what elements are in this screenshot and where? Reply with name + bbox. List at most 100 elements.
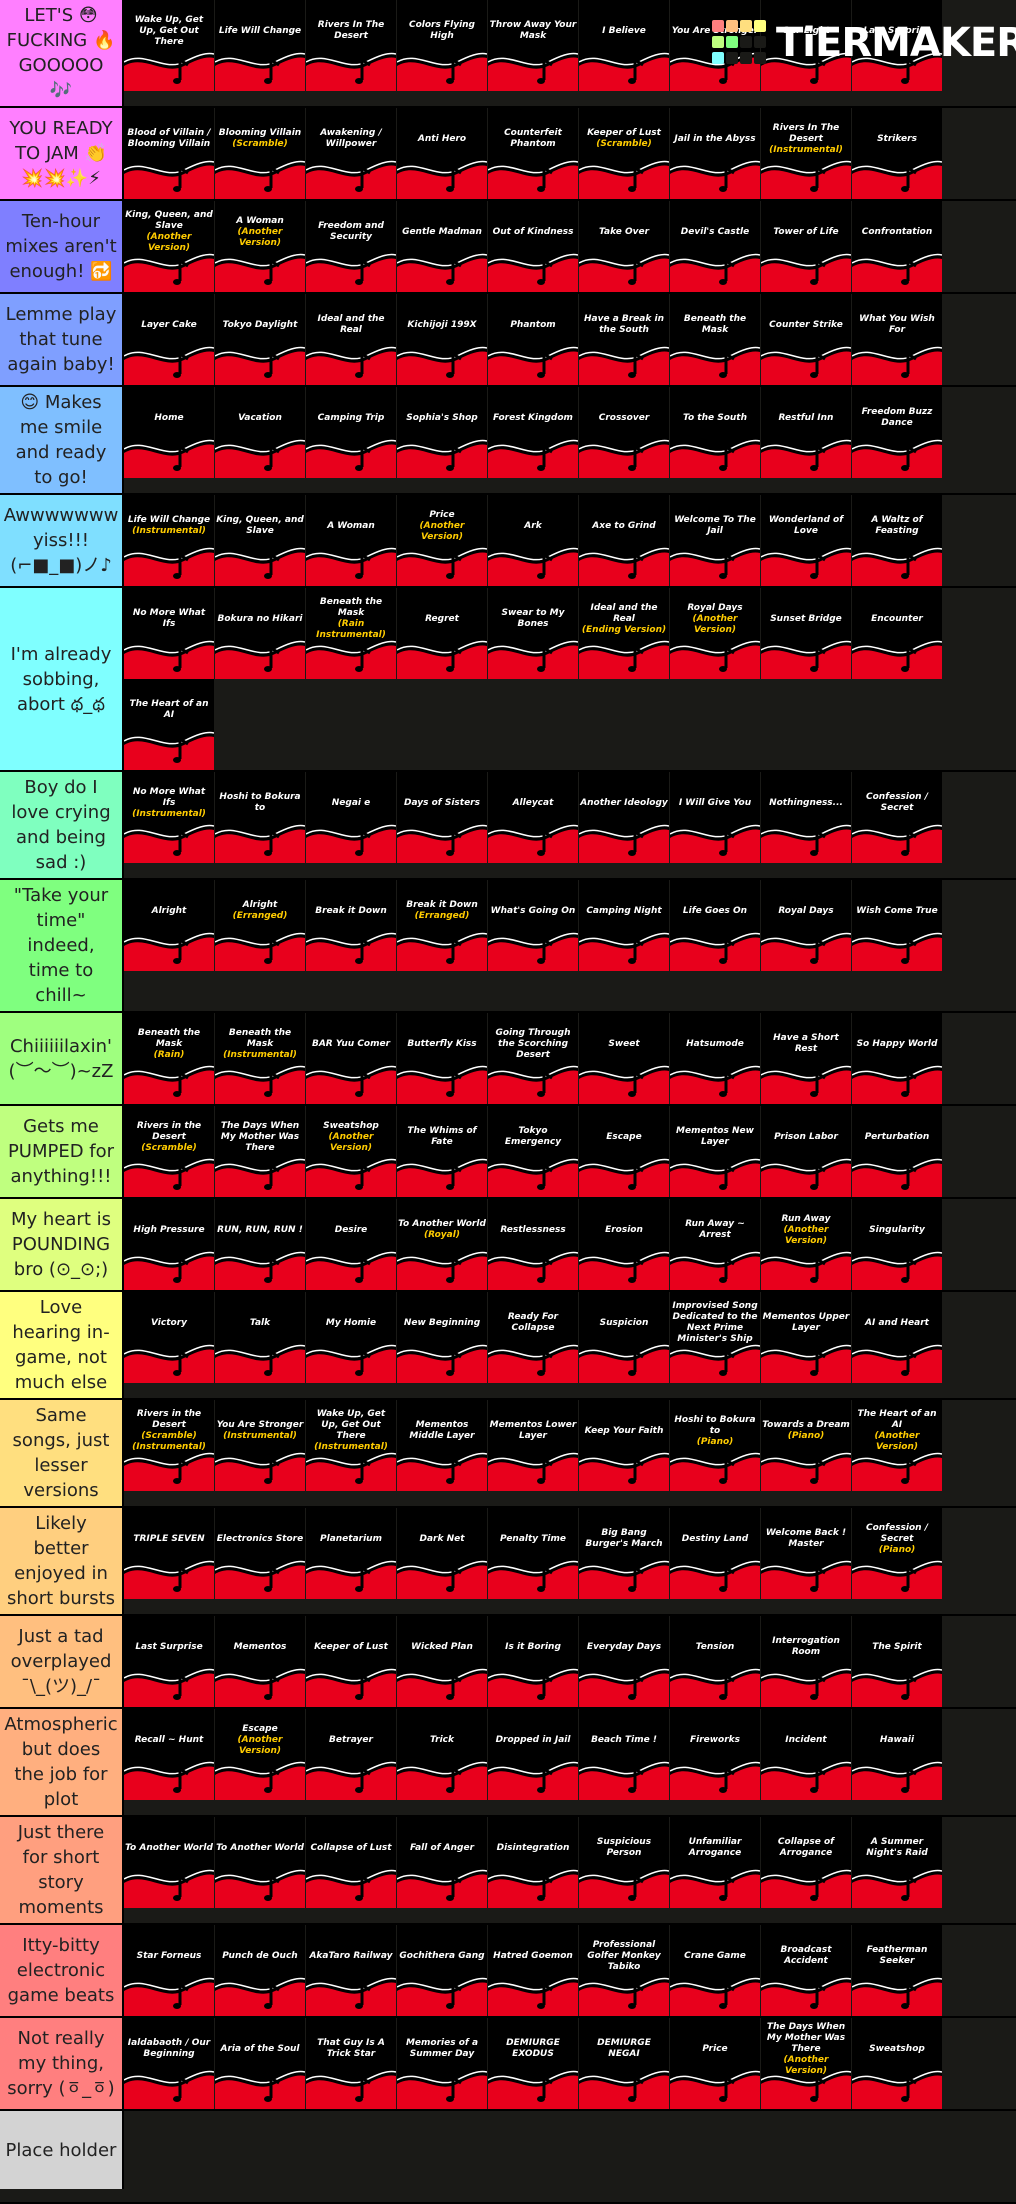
tier-item[interactable]: Rivers in the Desert (Scramble) (Instrumen… <box>124 1400 214 1491</box>
tier-item[interactable]: Encounter <box>852 588 942 679</box>
tier-item[interactable]: Sweatshop <box>852 2018 942 2109</box>
tier-item[interactable]: Another Ideology <box>579 772 669 863</box>
tier-item[interactable]: A Summer Night's Raid <box>852 1817 942 1908</box>
tier-item[interactable]: Beneath the Mask <box>670 294 760 385</box>
tier-item[interactable]: Hatred Goemon <box>488 1925 578 2016</box>
tier-item[interactable]: Prison Labor <box>761 1106 851 1197</box>
tier-item[interactable]: Freedom Buzz Dance <box>852 387 942 478</box>
tier-item[interactable]: Bokura no Hikari <box>215 588 305 679</box>
tier-item[interactable]: Run Away (Another Version) <box>761 1199 851 1290</box>
tier-item[interactable]: Butterfly Kiss <box>397 1013 487 1104</box>
tier-item[interactable]: Negai e <box>306 772 396 863</box>
tier-item[interactable]: Blood of Villain / Blooming Villain <box>124 108 214 199</box>
tier-item[interactable]: Interrogation Room <box>761 1616 851 1707</box>
tier-item[interactable]: Last Surprise <box>852 0 942 91</box>
tier-item[interactable]: Tokyo Emergency <box>488 1106 578 1197</box>
tier-item[interactable]: Disintegration <box>488 1817 578 1908</box>
tier-item[interactable]: Talk <box>215 1292 305 1383</box>
tier-item[interactable]: Kichijoji 199X <box>397 294 487 385</box>
tier-item[interactable]: High Pressure <box>124 1199 214 1290</box>
tier-item[interactable]: Swear to My Bones <box>488 588 578 679</box>
tier-item[interactable]: Is it Boring <box>488 1616 578 1707</box>
tier-item[interactable]: Camping Night <box>579 880 669 971</box>
tier-item[interactable]: Gochithera Gang <box>397 1925 487 2016</box>
tier-item[interactable]: Mementos <box>215 1616 305 1707</box>
tier-item[interactable]: A Woman <box>306 495 396 586</box>
tier-item[interactable]: Hoshi to Bokura to (Piano) <box>670 1400 760 1491</box>
tier-item[interactable]: Nothingness... <box>761 772 851 863</box>
tier-item[interactable]: Break it Down (Erranged) <box>397 880 487 971</box>
tier-item[interactable]: Mementos Lower Layer <box>488 1400 578 1491</box>
tier-item[interactable]: Strikers <box>852 108 942 199</box>
tier-item[interactable]: Fall of Anger <box>397 1817 487 1908</box>
tier-item[interactable]: Mementos Upper Layer <box>761 1292 851 1383</box>
tier-item[interactable]: Improvised Song Dedicated to the Next Pr… <box>670 1292 760 1383</box>
tier-item[interactable]: New Beginning <box>397 1292 487 1383</box>
tier-item[interactable]: Alright <box>124 880 214 971</box>
tier-item[interactable]: Awakening / Willpower <box>306 108 396 199</box>
tier-item[interactable]: Singularity <box>852 1199 942 1290</box>
tier-item[interactable]: You Are Stronger (Instrumental) <box>215 1400 305 1491</box>
tier-item[interactable]: The Whims of Fate <box>397 1106 487 1197</box>
tier-item[interactable]: Confession / Secret <box>852 772 942 863</box>
tier-item[interactable]: Life Goes On <box>670 880 760 971</box>
tier-item[interactable]: Victory <box>124 1292 214 1383</box>
tier-item[interactable]: Mementos Middle Layer <box>397 1400 487 1491</box>
tier-item[interactable]: The Days When My Mother Was There (Anothe… <box>761 2018 851 2109</box>
tier-item[interactable]: Going Through the Scorching Desert <box>488 1013 578 1104</box>
tier-item[interactable]: Hoshi to Bokura to <box>215 772 305 863</box>
tier-item[interactable]: Big Bang Burger's March <box>579 1508 669 1599</box>
tier-item[interactable]: Wonderland of Love <box>761 495 851 586</box>
tier-item[interactable]: Betrayer <box>306 1709 396 1800</box>
tier-item[interactable]: Wake Up, Get Up, Get Out There <box>124 0 214 91</box>
tier-item[interactable]: Desire <box>306 1199 396 1290</box>
tier-item[interactable]: Trick <box>397 1709 487 1800</box>
tier-item[interactable]: Memories of a Summer Day <box>397 2018 487 2109</box>
tier-item[interactable]: Royal Days (Another Version) <box>670 588 760 679</box>
tier-item[interactable]: Crane Game <box>670 1925 760 2016</box>
tier-item[interactable]: Price <box>670 2018 760 2109</box>
tier-item[interactable]: Ideal and the Real <box>306 294 396 385</box>
tier-item[interactable]: Sunset Bridge <box>761 588 851 679</box>
tier-item[interactable]: Tower of Life <box>761 201 851 292</box>
tier-item[interactable]: A Waltz of Feasting <box>852 495 942 586</box>
tier-item[interactable]: King, Queen, and Slave <box>215 495 305 586</box>
tier-item[interactable]: To Another World <box>124 1817 214 1908</box>
tier-item[interactable]: Tension <box>670 1616 760 1707</box>
tier-item[interactable]: Price (Another Version) <box>397 495 487 586</box>
tier-item[interactable]: Run Away ~ Arrest <box>670 1199 760 1290</box>
tier-item[interactable]: Escape (Another Version) <box>215 1709 305 1800</box>
tier-item[interactable]: Restful Inn <box>761 387 851 478</box>
tier-item[interactable]: Unfamiliar Arrogance <box>670 1817 760 1908</box>
tier-item[interactable]: Tokyo Daylight <box>215 294 305 385</box>
tier-item[interactable]: No More What Ifs (Instrumental) <box>124 772 214 863</box>
tier-item[interactable]: Recall ~ Hunt <box>124 1709 214 1800</box>
tier-item[interactable]: My Homie <box>306 1292 396 1383</box>
tier-item[interactable]: Restlessness <box>488 1199 578 1290</box>
tier-item[interactable]: I Believe <box>579 0 669 91</box>
tier-item[interactable]: Hatsumode <box>670 1013 760 1104</box>
tier-item[interactable]: Jail in the Abyss <box>670 108 760 199</box>
tier-item[interactable]: Collapse of Arrogance <box>761 1817 851 1908</box>
tier-item[interactable]: Throw Away Your Mask <box>488 0 578 91</box>
tier-item[interactable]: Ideal and the Real (Ending Version) <box>579 588 669 679</box>
tier-item[interactable]: Featherman Seeker <box>852 1925 942 2016</box>
tier-item[interactable]: Wish Come True <box>852 880 942 971</box>
tier-item[interactable]: AI and Heart <box>852 1292 942 1383</box>
tier-item[interactable]: Alright (Erranged) <box>215 880 305 971</box>
tier-item[interactable]: Break it Down <box>306 880 396 971</box>
tier-item[interactable]: Royal Days <box>761 880 851 971</box>
tier-item[interactable]: Wicked Plan <box>397 1616 487 1707</box>
tier-item[interactable]: I Will Give You <box>670 772 760 863</box>
tier-item[interactable]: Dropped in Jail <box>488 1709 578 1800</box>
tier-item[interactable]: Blooming Villain (Scramble) <box>215 108 305 199</box>
tier-item[interactable]: Counter Strike <box>761 294 851 385</box>
tier-item[interactable]: Penalty Time <box>488 1508 578 1599</box>
tier-item[interactable]: Devil's Castle <box>670 201 760 292</box>
tier-item[interactable]: Ready For Collapse <box>488 1292 578 1383</box>
tier-item[interactable]: Beneath the Mask (Rain) <box>124 1013 214 1104</box>
tier-item[interactable]: Sophia's Shop <box>397 387 487 478</box>
tier-item[interactable]: Days of Sisters <box>397 772 487 863</box>
tier-item[interactable]: Aria of the Soul <box>215 2018 305 2109</box>
tier-item[interactable]: Sweatshop (Another Version) <box>306 1106 396 1197</box>
